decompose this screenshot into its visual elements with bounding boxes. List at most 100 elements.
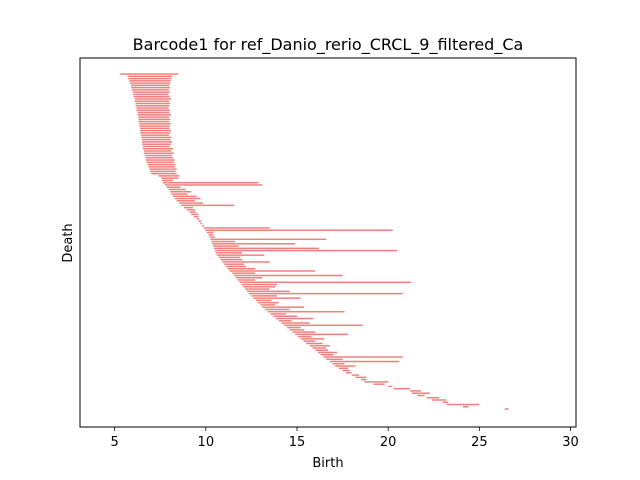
barcode-interval: [255, 299, 272, 302]
barcode-interval: [295, 333, 349, 336]
barcode-interval: [393, 387, 411, 390]
barcode-interval: [209, 236, 215, 238]
barcode-interval: [193, 215, 199, 218]
barcode-interval: [234, 274, 343, 277]
barcode-interval: [171, 193, 188, 195]
barcode-interval: [388, 385, 392, 388]
barcode-interval: [335, 365, 356, 367]
barcode-interval: [183, 206, 194, 209]
barcode-interval: [227, 267, 256, 270]
barcode-interval: [224, 263, 245, 265]
barcode-interval: [181, 204, 235, 207]
barcode-interval: [173, 195, 197, 198]
barcode-interval: [120, 73, 179, 75]
barcode-interval: [257, 301, 279, 304]
barcode-interval: [143, 150, 172, 152]
x-tick-label: 25: [471, 435, 488, 450]
barcode-interval: [204, 229, 393, 231]
barcode-interval: [147, 163, 176, 166]
x-tick-label: 15: [289, 435, 306, 450]
barcode-interval: [300, 338, 325, 340]
barcode-interval: [306, 342, 323, 345]
barcode-interval: [139, 123, 171, 125]
barcode-interval: [132, 93, 169, 96]
barcode-interval: [131, 89, 169, 91]
barcode-interval: [198, 220, 202, 222]
x-axis-label: Birth: [312, 456, 343, 471]
barcode-interval: [273, 315, 297, 317]
barcode-interval: [136, 107, 169, 109]
barcode-interval: [135, 104, 170, 107]
barcode-interval: [140, 129, 172, 132]
barcode-interval: [326, 358, 343, 361]
barcode-interval: [338, 367, 349, 370]
barcode-interval: [286, 326, 301, 329]
chart-title: Barcode1 for ref_Danio_rerio_CRCL_9_filt…: [133, 35, 524, 55]
barcode-interval: [139, 125, 170, 127]
x-tick-label: 20: [380, 435, 397, 450]
barcode-interval: [278, 320, 292, 322]
barcode-interval: [135, 102, 171, 105]
barcode-interval: [253, 297, 301, 299]
barcode-interval: [143, 152, 174, 155]
barcode-interval: [235, 277, 263, 279]
barcode-interval: [289, 329, 305, 331]
barcode-interval: [262, 306, 305, 308]
barcode-interval: [189, 211, 196, 213]
barcode-interval: [504, 408, 509, 410]
barcode-bars: [120, 73, 509, 410]
x-axis-ticks: 5 10 15 20 25 30: [111, 427, 579, 450]
barcode-interval: [212, 243, 296, 245]
barcode-interval: [141, 134, 169, 136]
barcode-interval: [168, 188, 186, 191]
barcode-interval: [241, 283, 277, 286]
barcode-interval: [270, 313, 287, 315]
barcode-interval: [309, 344, 330, 347]
barcode-interval: [315, 349, 328, 351]
barcode-interval: [140, 132, 171, 134]
barcode-interval: [162, 179, 173, 182]
barcode-interval: [239, 281, 411, 284]
barcode-interval: [446, 403, 480, 406]
barcode-interval: [442, 401, 449, 404]
barcode-interval: [166, 186, 181, 188]
barcode-interval: [351, 374, 359, 376]
x-tick-label: 10: [198, 435, 215, 450]
barcode-interval: [246, 290, 290, 293]
barcode-interval: [317, 351, 338, 354]
barcode-interval: [158, 175, 180, 177]
barcode-interval: [431, 399, 447, 401]
barcode-interval: [204, 227, 270, 229]
barcode-interval: [426, 396, 440, 399]
barcode-interval: [232, 272, 256, 274]
barcode-interval: [281, 322, 310, 324]
barcode-interval: [346, 372, 352, 374]
barcode-interval: [174, 197, 201, 200]
barcode-interval: [148, 166, 175, 168]
barcode-interval: [462, 406, 469, 408]
barcode-interval: [245, 288, 270, 290]
barcode-interval: [312, 347, 327, 349]
barcode-interval: [303, 340, 316, 342]
barcode-interval: [364, 381, 389, 383]
barcode-interval: [355, 376, 367, 379]
barcode-interval: [214, 247, 319, 250]
barcode-interval: [200, 222, 203, 225]
barcode-interval: [137, 111, 170, 114]
barcode-interval: [142, 145, 170, 148]
barcode-interval: [137, 114, 172, 116]
x-tick-label: 5: [111, 435, 119, 450]
barcode-interval: [229, 270, 316, 272]
barcode-interval: [164, 184, 263, 186]
barcode-interval: [206, 231, 214, 234]
barcode-interval: [284, 324, 363, 327]
barcode-interval: [128, 77, 172, 80]
barcode-interval: [170, 191, 192, 193]
barcode-interval: [329, 360, 400, 363]
barcode-interval: [276, 317, 314, 320]
barcode-interval: [267, 310, 345, 313]
barcode-interval: [213, 245, 239, 247]
barcode-interval: [179, 202, 204, 204]
barcode-interval: [323, 356, 403, 358]
